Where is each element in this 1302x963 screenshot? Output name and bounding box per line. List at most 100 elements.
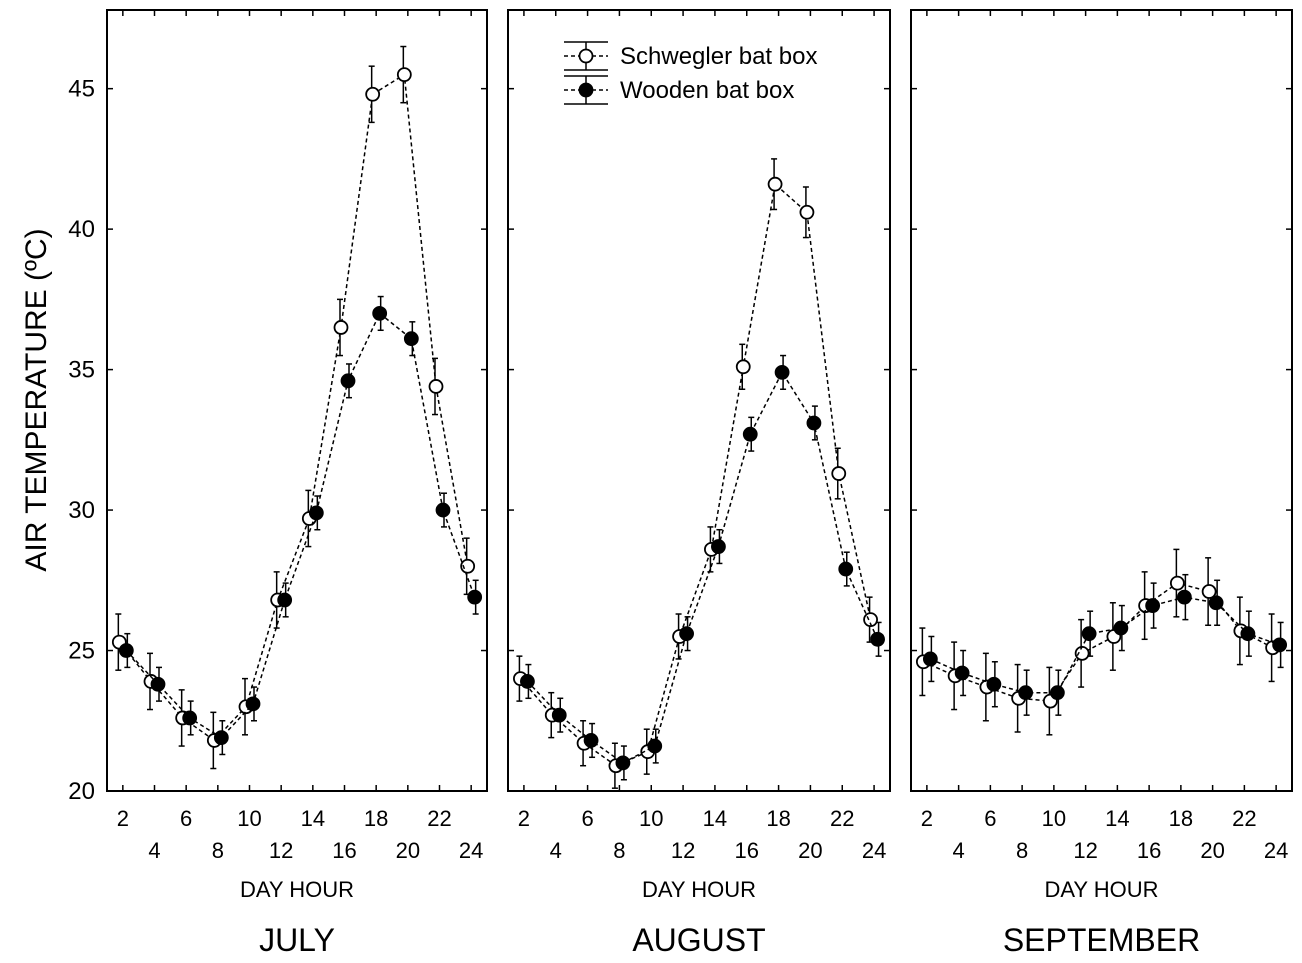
- x-tick-label: 6: [984, 806, 996, 831]
- x-tick-label: 22: [427, 806, 451, 831]
- panel-frame: [106, 9, 488, 792]
- data-point-wooden: [277, 592, 293, 608]
- x-tick-label: 2: [117, 806, 129, 831]
- y-tick-label: 35: [68, 357, 95, 384]
- data-point-schwegler: [396, 67, 412, 83]
- data-point-wooden: [1145, 598, 1161, 613]
- y-tick-label: 40: [68, 216, 95, 243]
- data-point-wooden: [1208, 595, 1224, 611]
- data-point-wooden: [340, 373, 356, 389]
- x-tick-label: 22: [830, 806, 854, 831]
- series-line-wooden: [125, 312, 476, 739]
- data-point-wooden: [245, 696, 261, 712]
- data-point-schwegler: [460, 558, 476, 574]
- x-tick-label: 8: [613, 838, 625, 863]
- series-line-wooden: [526, 370, 879, 764]
- data-point-schwegler: [365, 86, 381, 102]
- legend-label: Wooden bat box: [620, 77, 794, 104]
- y-tick-label: 45: [68, 76, 95, 103]
- data-point-wooden: [118, 643, 134, 658]
- y-tick-label: 20: [68, 778, 95, 805]
- data-point-wooden: [647, 738, 663, 754]
- data-point-wooden: [742, 426, 758, 442]
- x-tick-label: 20: [798, 838, 822, 863]
- x-tick-label: 12: [671, 838, 695, 863]
- data-point-wooden: [1272, 637, 1288, 653]
- y-tick-label: 25: [68, 638, 95, 665]
- x-tick-label: 24: [459, 838, 483, 863]
- data-point-wooden: [1176, 589, 1192, 605]
- x-tick-label: 14: [1105, 806, 1129, 831]
- data-point-wooden: [1049, 685, 1065, 701]
- month-label: SEPTEMBER: [1003, 922, 1200, 958]
- data-point-wooden: [615, 755, 631, 771]
- data-point-wooden: [467, 589, 483, 605]
- series-line-schwegler: [118, 73, 469, 742]
- data-point-wooden: [1240, 626, 1256, 642]
- x-tick-label: 16: [332, 838, 356, 863]
- data-point-wooden: [679, 626, 694, 642]
- data-point-schwegler: [799, 204, 815, 220]
- data-point-wooden: [1081, 626, 1097, 642]
- data-point-schwegler: [1074, 645, 1090, 661]
- data-point-wooden: [922, 651, 938, 667]
- legend-marker-schwegler: [578, 48, 594, 64]
- x-tick-label: 14: [703, 806, 727, 831]
- x-tick-label: 10: [639, 806, 663, 831]
- data-point-wooden: [372, 306, 388, 321]
- x-tick-label: 24: [1264, 838, 1288, 863]
- data-point-wooden: [711, 539, 726, 554]
- x-tick-label: 22: [1232, 806, 1256, 831]
- x-tick-label: 18: [1169, 806, 1193, 831]
- series-line-wooden: [930, 596, 1280, 694]
- data-point-schwegler: [333, 320, 349, 335]
- data-point-schwegler: [735, 359, 751, 375]
- month-label: AUGUST: [632, 922, 765, 958]
- x-tick-label: 12: [269, 838, 293, 863]
- x-tick-label: 8: [1016, 838, 1028, 863]
- data-point-wooden: [435, 502, 451, 518]
- data-point-wooden: [403, 331, 419, 347]
- x-tick-label: 14: [301, 806, 325, 831]
- data-point-wooden: [551, 707, 567, 723]
- data-point-wooden: [806, 415, 822, 431]
- series-line-schwegler: [519, 182, 872, 767]
- data-point-wooden: [870, 631, 885, 647]
- x-tick-label: 18: [766, 806, 790, 831]
- data-point-wooden: [308, 505, 324, 521]
- legend: Schwegler bat box Wooden bat box: [564, 41, 817, 105]
- x-tick-label: 24: [862, 838, 886, 863]
- data-point-wooden: [150, 676, 166, 692]
- data-point-schwegler: [831, 466, 847, 481]
- x-tick-label: 20: [396, 838, 420, 863]
- x-tick-label: 2: [921, 806, 933, 831]
- panel-frame: [910, 9, 1293, 792]
- data-point-schwegler: [1169, 575, 1185, 591]
- x-axis-label: DAY HOUR: [1044, 877, 1158, 902]
- data-point-schwegler: [767, 176, 783, 192]
- x-tick-label: 6: [180, 806, 192, 831]
- data-point-wooden: [583, 733, 599, 748]
- x-axis-label: DAY HOUR: [240, 877, 354, 902]
- x-tick-label: 16: [1137, 838, 1161, 863]
- data-point-wooden: [986, 676, 1002, 692]
- x-tick-label: 4: [953, 838, 965, 863]
- x-tick-label: 10: [237, 806, 261, 831]
- data-point-wooden: [1113, 620, 1129, 636]
- data-point-schwegler: [1201, 584, 1217, 599]
- data-point-wooden: [954, 665, 970, 681]
- x-tick-label: 20: [1200, 838, 1224, 863]
- y-axis-label: AIR TEMPERATURE (ºC): [20, 228, 53, 571]
- data-point-wooden: [774, 365, 790, 380]
- x-tick-label: 10: [1042, 806, 1066, 831]
- month-label: JULY: [259, 922, 335, 958]
- x-axis-label: DAY HOUR: [642, 877, 756, 902]
- data-point-wooden: [520, 674, 535, 689]
- x-tick-label: 4: [148, 838, 160, 863]
- data-point-wooden: [213, 730, 229, 746]
- legend-label: Schwegler bat box: [620, 43, 817, 70]
